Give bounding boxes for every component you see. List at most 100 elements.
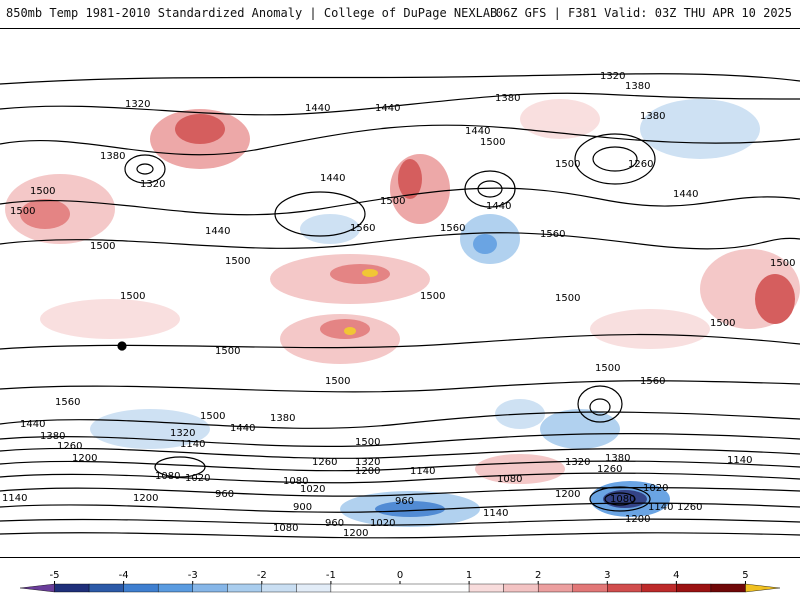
colorbar-tick-label: 4 [673,570,679,581]
contour-label: 1380 [605,453,630,464]
contour-label: 1140 [648,502,673,513]
contour-label: 1320 [355,457,380,468]
contour-label: 1560 [55,397,80,408]
contour-label: 1260 [312,457,337,468]
contour-label: 1380 [40,431,65,442]
contour-label: 1440 [465,126,490,137]
contour-label: 1140 [483,508,508,519]
colorbar-swatch [468,583,504,593]
contour-label: 1380 [640,111,665,122]
contour-label: 1200 [343,528,368,539]
contour-label: 1500 [380,196,405,207]
contour-label: 1260 [628,159,653,170]
contour-label: 1440 [486,201,511,212]
colorbar-swatch [54,583,90,593]
colorbar-swatch [607,583,643,593]
contour-label: 1140 [410,466,435,477]
contour-label: 1500 [555,159,580,170]
contour-label: 960 [325,518,344,529]
contour-label: 1500 [595,363,620,374]
contour-label: 1440 [375,103,400,114]
contour-label: 1140 [727,455,752,466]
contour-label: 1320 [125,99,150,110]
contour-label: 1200 [72,453,97,464]
colorbar-tick-label: 3 [604,570,610,581]
colorbar-swatch [88,583,124,593]
contour-label: 960 [215,489,234,500]
contour-label: 1200 [355,466,380,477]
map-panel[interactable]: 1320 1380 1380 1320 1440 1440 1380 1260 … [0,28,800,558]
map-title: 850mb Temp 1981-2010 Standardized Anomal… [6,6,498,20]
contour-label: 1260 [677,502,702,513]
contour-label: 1020 [300,484,325,495]
colorbar-tick-label: -3 [188,570,198,581]
colorbar-swatch [157,583,193,593]
contour-label: 1560 [350,223,375,234]
contour-label: 1380 [270,413,295,424]
colorbar-swatch [572,583,608,593]
contour-label: 1500 [325,376,350,387]
contour-label: 1500 [355,437,380,448]
height-contours [0,73,800,539]
contour-label: 1440 [205,226,230,237]
contour-label: 1380 [495,93,520,104]
map-svg: 1320 1380 1380 1320 1440 1440 1380 1260 … [0,71,800,539]
contour-label: 1500 [225,256,250,267]
colorbar-swatch [745,583,781,593]
colorbar-tick-label: -1 [326,570,336,581]
contour-label: 1380 [625,81,650,92]
colorbar-ticks: -5 -4 -3 -2 -1 0 1 2 3 4 5 [50,570,749,584]
colorbar-tick-label: -5 [50,570,60,581]
colorbar-swatch [676,583,712,593]
contour-label: 1560 [440,223,465,234]
contour-label: 1080 [273,523,298,534]
contour-label: 1500 [120,291,145,302]
colorbar-swatch [641,583,677,593]
contour-label: 1140 [180,439,205,450]
colorbar-tick-label: 0 [397,570,403,581]
contour-label: 1500 [200,411,225,422]
contour-label: 1440 [320,173,345,184]
contour-label: 1560 [540,229,565,240]
contour-label: 1080 [283,476,308,487]
valid-time: 06Z GFS | F381 Valid: 03Z THU APR 10 202… [495,6,792,20]
contour-label: 1500 [10,206,35,217]
contour-label: 1440 [305,103,330,114]
contour-label: 1500 [215,346,240,357]
contour-label: 1320 [600,71,625,82]
contour-label: 900 [293,502,312,513]
colorbar-swatch [261,583,297,593]
colorbar-swatch [503,583,539,593]
colorbar-swatch [123,583,159,593]
contour-label: 1500 [30,186,55,197]
contour-label: 1260 [57,441,82,452]
contour-label: 1260 [597,464,622,475]
contour-label: 1440 [230,423,255,434]
contour-label: 1020 [643,483,668,494]
contour-label: 1080 [610,494,635,505]
contour-label: 1560 [640,376,665,387]
contour-label: 1500 [770,258,795,269]
colorbar-tick-label: -2 [257,570,267,581]
colorbar-tick-label: -4 [119,570,129,581]
colorbar-swatch [537,583,573,593]
colorbar-swatch [296,583,332,593]
colorbar-swatches [19,583,781,593]
contour-label: 1320 [140,179,165,190]
colorbar-swatch [227,583,263,593]
colorbar-tick-label: 5 [742,570,748,581]
contour-label: 1080 [497,474,522,485]
anomaly-shading [5,99,800,527]
contour-label: 1440 [20,419,45,430]
contour-label: 1380 [100,151,125,162]
contour-label: 1320 [565,457,590,468]
contour-label: 1200 [555,489,580,500]
colorbar-swatch [330,583,470,593]
colorbar-swatch [710,583,746,593]
contour-label: 1500 [90,241,115,252]
contour-label: 1320 [170,428,195,439]
contour-label: 1500 [480,137,505,148]
colorbar-swatch [192,583,228,593]
colorbar-tick-label: 1 [466,570,472,581]
colorbar-tick-label: 2 [535,570,541,581]
